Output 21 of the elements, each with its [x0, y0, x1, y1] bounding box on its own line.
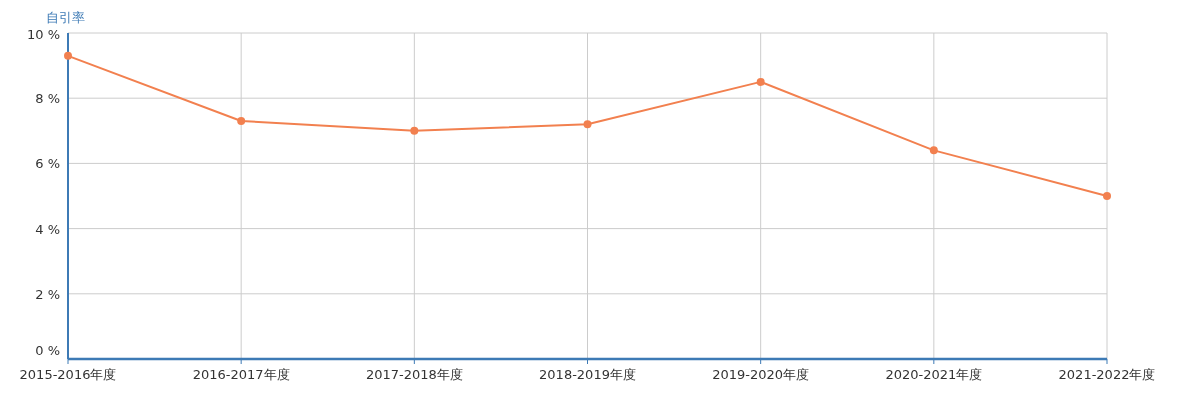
x-tick-label: 2021-2022年度	[1058, 367, 1156, 382]
x-tick-label: 2016-2017年度	[192, 367, 290, 382]
y-tick-label: 10 %	[26, 27, 60, 42]
y-tick-label: 2 %	[35, 286, 60, 302]
x-tick-label: 2020-2021年度	[885, 367, 983, 382]
x-tick-label: 2017-2018年度	[365, 367, 463, 382]
point	[237, 117, 246, 126]
y-tick-label: 6 %	[35, 156, 60, 172]
y-axis-title: 自引率	[46, 10, 85, 25]
point	[410, 126, 419, 135]
point	[64, 51, 72, 60]
x-tick-label: 2015-2016年度	[19, 367, 117, 382]
point	[756, 77, 765, 86]
point	[1103, 192, 1111, 200]
point	[929, 146, 938, 155]
x-tick-label: 2019-2020年度	[712, 367, 810, 382]
y-tick-label: 0 %	[35, 343, 60, 358]
y-tick-label: 4 %	[35, 221, 60, 237]
x-tick-label: 2018-2019年度	[539, 367, 636, 382]
point	[583, 120, 592, 129]
y-tick-label: 8 %	[35, 91, 60, 107]
